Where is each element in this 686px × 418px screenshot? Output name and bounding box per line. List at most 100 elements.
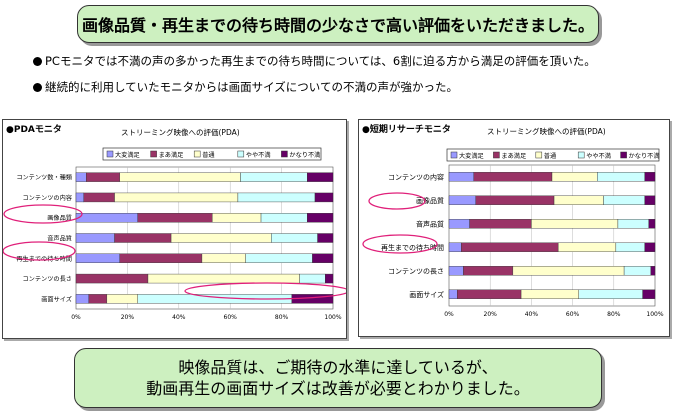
legend-swatch xyxy=(535,151,543,159)
x-tick-label: 80% xyxy=(607,311,621,318)
plot-area xyxy=(448,164,656,307)
legend-entry: やや不満 xyxy=(586,152,611,160)
category-label: 音声品質 xyxy=(47,235,72,243)
bar-segment xyxy=(553,195,604,205)
legend-swatch xyxy=(106,150,114,158)
short-research-monitor-chart-panel: ●短期リサーチモニタ ストリーミング映像への評価(PDA) 大変満足 まあ満足 普通 や… xyxy=(358,119,670,337)
bar-segment xyxy=(617,219,650,229)
bullet-item: PCモニタでは不満の声の多かった再生までの待ち時間については、6割に迫る方から満… xyxy=(33,53,596,69)
x-tick-label: 100% xyxy=(324,314,341,321)
legend-swatch xyxy=(193,150,201,158)
bar-segment xyxy=(551,172,598,182)
bar-segment xyxy=(75,172,87,182)
bar-segment xyxy=(448,219,470,229)
legend-swatch xyxy=(281,150,288,158)
category-label: 画面サイズ xyxy=(409,290,444,299)
category-label: コンテンツの長さ xyxy=(23,276,73,283)
top-headline-banner: 画像品質・再生までの待ち時間の少なさで高い評価をいただきました。 xyxy=(77,5,599,43)
x-tick-label: 0% xyxy=(444,311,454,318)
bar-segment xyxy=(75,273,149,284)
legend-entry: まあ満足 xyxy=(159,151,184,159)
bar-segment xyxy=(473,172,553,182)
bar-segment xyxy=(644,242,656,252)
bar-segment xyxy=(448,242,462,252)
highlight-ellipse xyxy=(368,192,426,210)
bar-segment xyxy=(307,213,334,223)
x-tick-label: 40% xyxy=(525,311,539,318)
pda-stacked-bar-chart: ストリーミング映像への評価(PDA) 大変満足 まあ満足 普通 やや不満 かなり不満 0% 2… xyxy=(2,127,350,321)
chart-title: ストリーミング映像への評価(PDA) xyxy=(487,126,606,136)
legend-swatch xyxy=(577,151,585,159)
bar-segment xyxy=(475,195,555,205)
bar-segment xyxy=(312,253,334,263)
bar-segment xyxy=(603,195,645,205)
bar-segment xyxy=(299,273,326,284)
legend-swatch xyxy=(493,151,500,159)
highlight-ellipse xyxy=(3,204,83,224)
panel-title: ●PDAモニタ xyxy=(6,125,62,135)
bar-segment xyxy=(237,192,316,203)
category-label: 画像品質 xyxy=(416,196,444,205)
top-headline-text: 画像品質・再生までの待ち時間の少なさで高い評価をいただきました。 xyxy=(81,16,594,35)
conclusion-line-2: 動画再生の画面サイズは改善が必要とわかりました。 xyxy=(146,379,530,398)
bar-segment xyxy=(114,192,239,203)
bar-segment xyxy=(170,233,272,243)
x-tick-label: 40% xyxy=(172,314,186,321)
bar-segment xyxy=(448,172,474,182)
bullet-item: 継続的に利用していたモニタからは画面サイズについての不満の声が強かった。 xyxy=(33,79,458,95)
category-label: 音声品質 xyxy=(416,219,444,228)
legend-entry: やや不満 xyxy=(246,151,271,159)
bar-segment xyxy=(245,253,313,263)
bar-segment xyxy=(597,172,645,182)
panel-title: ●短期リサーチモニタ xyxy=(362,125,451,135)
bar-segment xyxy=(578,289,643,299)
bar-segment xyxy=(75,213,138,223)
bar-segment xyxy=(260,213,308,223)
highlight-ellipse xyxy=(362,234,438,254)
x-tick-label: 60% xyxy=(224,314,238,321)
bar-segment xyxy=(469,219,532,229)
legend-entry: 普通 xyxy=(202,151,214,159)
legend-swatch xyxy=(620,151,627,159)
bar-segment xyxy=(75,233,115,243)
bar-segment xyxy=(325,273,334,284)
bar-segment xyxy=(240,172,308,182)
legend-entry: まあ満足 xyxy=(501,152,526,160)
bar-segment xyxy=(463,266,514,276)
legend-swatch xyxy=(450,151,458,159)
chart-legend xyxy=(446,148,660,162)
bar-segment xyxy=(212,213,262,223)
conclusion-line-1: 映像品質は、ご期待の水準に達しているが、 xyxy=(178,358,498,377)
bar-segment xyxy=(644,195,656,205)
x-tick-label: 60% xyxy=(566,311,580,318)
bar-segment xyxy=(75,294,90,304)
bar-segment xyxy=(448,195,476,205)
legend-entry: 大変満足 xyxy=(459,152,484,160)
bar-segment xyxy=(119,172,241,182)
bottom-conclusion-banner: 映像品質は、ご期待の水準に達しているが、 動画再生の画面サイズは改善が必要とわか… xyxy=(74,348,602,408)
bar-segment xyxy=(114,233,172,243)
chart-legend xyxy=(102,147,322,161)
category-label: 画像品質 xyxy=(47,214,72,222)
category-label: 再生までの待ち時間 xyxy=(381,243,444,252)
bullet-text: PCモニタでは不満の声の多かった再生までの待ち時間については、6割に迫る方から満… xyxy=(45,54,596,68)
x-tick-label: 20% xyxy=(484,311,498,318)
bar-segment xyxy=(448,289,458,299)
x-tick-label: 20% xyxy=(121,314,135,321)
x-tick-label: 100% xyxy=(646,311,663,318)
legend-entry: 大変満足 xyxy=(115,151,140,159)
bar-segment xyxy=(147,273,300,284)
bar-segment xyxy=(75,192,84,203)
bar-segment xyxy=(137,213,213,223)
x-tick-label: 80% xyxy=(275,314,289,321)
legend-swatch xyxy=(237,150,245,158)
bar-segment xyxy=(512,266,625,276)
short-research-stacked-bar-chart: ストリーミング映像への評価(PDA) 大変満足 まあ満足 普通 やや不満 かなり不満 0% 2… xyxy=(362,126,664,318)
bullet-dot-icon xyxy=(33,83,42,92)
bar-segment xyxy=(644,172,656,182)
bar-segment xyxy=(317,233,334,243)
bar-segment xyxy=(520,289,579,299)
bar-segment xyxy=(623,266,652,276)
bullet-text: 継続的に利用していたモニタからは画面サイズについての不満の声が強かった。 xyxy=(45,80,458,94)
bar-segment xyxy=(119,253,203,263)
